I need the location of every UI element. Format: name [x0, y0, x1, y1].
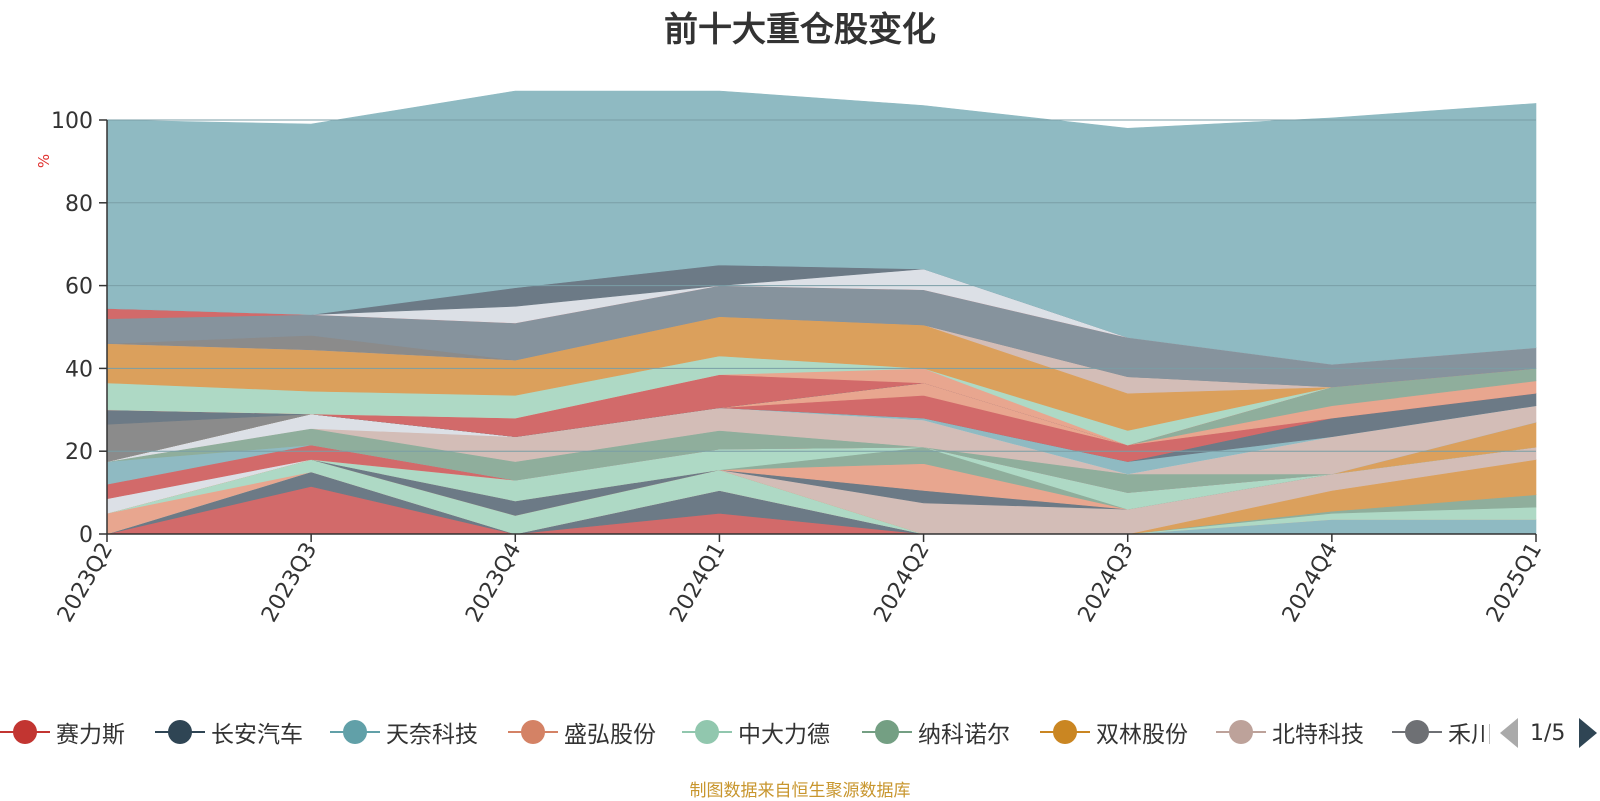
legend-page-indicator: 1/5 — [1530, 720, 1566, 746]
x-tick-label: 2023Q3 — [257, 539, 322, 627]
legend-marker-icon — [330, 718, 380, 746]
x-tick-label: 2023Q4 — [461, 539, 526, 627]
x-tick-label: 2024Q1 — [665, 539, 730, 627]
legend-item[interactable]: 双林股份 — [1040, 712, 1188, 752]
chart-title: 前十大重仓股变化 — [664, 10, 936, 50]
legend-marker-icon — [1040, 718, 1090, 746]
legend-label: 纳科诺尔 — [918, 722, 1010, 748]
legend-next-page-button[interactable] — [1579, 718, 1598, 748]
legend-label: 赛力斯 — [56, 722, 125, 748]
legend-marker-icon — [682, 718, 732, 746]
legend-pager: 1/5 — [1500, 716, 1598, 750]
y-tick-label: 20 — [65, 440, 93, 465]
legend-marker-icon — [155, 718, 205, 746]
legend-item[interactable]: 北特科技 — [1216, 712, 1364, 752]
x-tick-label: 2024Q3 — [1074, 539, 1139, 627]
area-series-layer — [106, 90, 1537, 535]
legend-label: 中大力德 — [738, 722, 830, 748]
legend-item[interactable]: 天奈科技 — [330, 712, 478, 752]
legend-item[interactable]: 禾川科技 — [1392, 712, 1490, 752]
y-tick-label: 60 — [65, 275, 93, 300]
y-tick-label: 80 — [65, 192, 93, 217]
legend-item[interactable]: 盛弘股份 — [508, 712, 656, 752]
x-tick-label: 2024Q4 — [1278, 539, 1343, 627]
y-tick-label: 40 — [65, 357, 93, 382]
legend-label: 天奈科技 — [386, 722, 478, 748]
x-tick-label: 2024Q2 — [869, 539, 934, 627]
legend-item[interactable]: 长安汽车 — [155, 712, 303, 752]
legend-label: 盛弘股份 — [564, 722, 656, 748]
legend-prev-page-button[interactable] — [1500, 718, 1518, 748]
source-footnote: 制图数据来自恒生聚源数据库 — [689, 781, 911, 801]
legend-item[interactable]: 赛力斯 — [0, 712, 125, 752]
x-tick-label: 2025Q1 — [1482, 539, 1547, 627]
y-tick-label: 0 — [79, 523, 93, 548]
legend-item[interactable]: 纳科诺尔 — [862, 712, 1010, 752]
legend-label: 长安汽车 — [211, 722, 303, 748]
gridlines-layer — [107, 119, 1536, 452]
legend-label: 禾川科技 — [1448, 722, 1490, 748]
y-tick-label: 100 — [51, 109, 93, 134]
area-series-37 — [106, 90, 1537, 365]
legend-marker-icon — [508, 718, 558, 746]
legend-marker-icon — [0, 718, 50, 746]
legend-marker-icon — [862, 718, 912, 746]
x-tick-label: 2023Q2 — [53, 539, 118, 627]
legend-item[interactable]: 中大力德 — [682, 712, 830, 752]
legend-marker-icon — [1216, 718, 1266, 746]
legend-marker-icon — [1392, 718, 1442, 746]
y-axis-label: % — [35, 154, 53, 168]
legend-label: 双林股份 — [1096, 722, 1188, 748]
legend-label: 北特科技 — [1272, 722, 1364, 748]
legend: 赛力斯 长安汽车 天奈科技 盛弘股份 中大力德 纳科诺尔 双林股份 北特科技 禾川科技 — [0, 712, 1490, 752]
